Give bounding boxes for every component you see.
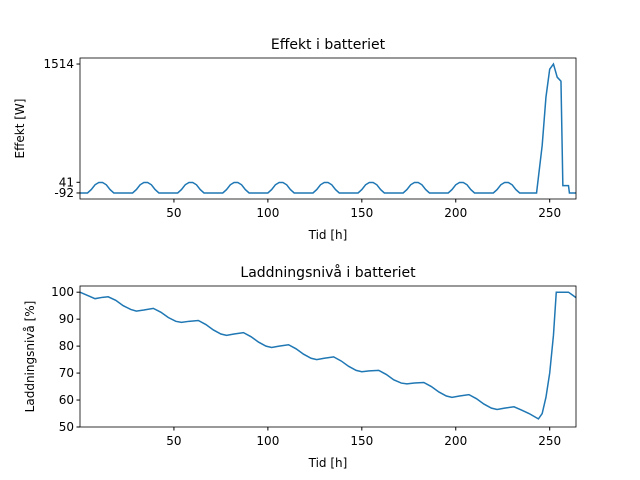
- x-tick-label: 250: [538, 434, 561, 448]
- x-tick-label: 250: [538, 206, 561, 220]
- y-axis-label: Effekt [W]: [13, 99, 27, 159]
- y-tick-label: 1514: [43, 57, 74, 71]
- x-tick-label: 200: [444, 206, 467, 220]
- data-line: [79, 291, 577, 420]
- x-tick-label: 150: [350, 206, 373, 220]
- y-tick-label: 90: [59, 312, 74, 326]
- y-tick-label: 50: [59, 420, 74, 434]
- y-tick-label: 60: [59, 393, 74, 407]
- x-tick-label: 50: [166, 434, 181, 448]
- y-tick-label: 80: [59, 339, 74, 353]
- axes-frame: [79, 57, 577, 200]
- y-tick-label: 100: [51, 285, 74, 299]
- x-tick-label: 200: [444, 434, 467, 448]
- x-tick-label: 100: [256, 206, 279, 220]
- x-axis-label: Tid [h]: [308, 228, 348, 242]
- y-tick-label: -92: [54, 186, 74, 200]
- x-tick-label: 150: [350, 434, 373, 448]
- data-line: [80, 62, 576, 194]
- x-tick-label: 100: [256, 434, 279, 448]
- x-axis-label: Tid [h]: [308, 456, 348, 470]
- chart-title: Laddningsnivå i batteriet: [240, 264, 416, 281]
- y-axis-label: Laddningsnivå [%]: [23, 301, 37, 413]
- axes-frame: [79, 285, 577, 428]
- x-tick-label: 50: [166, 206, 181, 220]
- y-tick-label: 41: [59, 175, 74, 189]
- y-tick-label: 70: [59, 366, 74, 380]
- chart-title: Effekt i batteriet: [271, 37, 386, 53]
